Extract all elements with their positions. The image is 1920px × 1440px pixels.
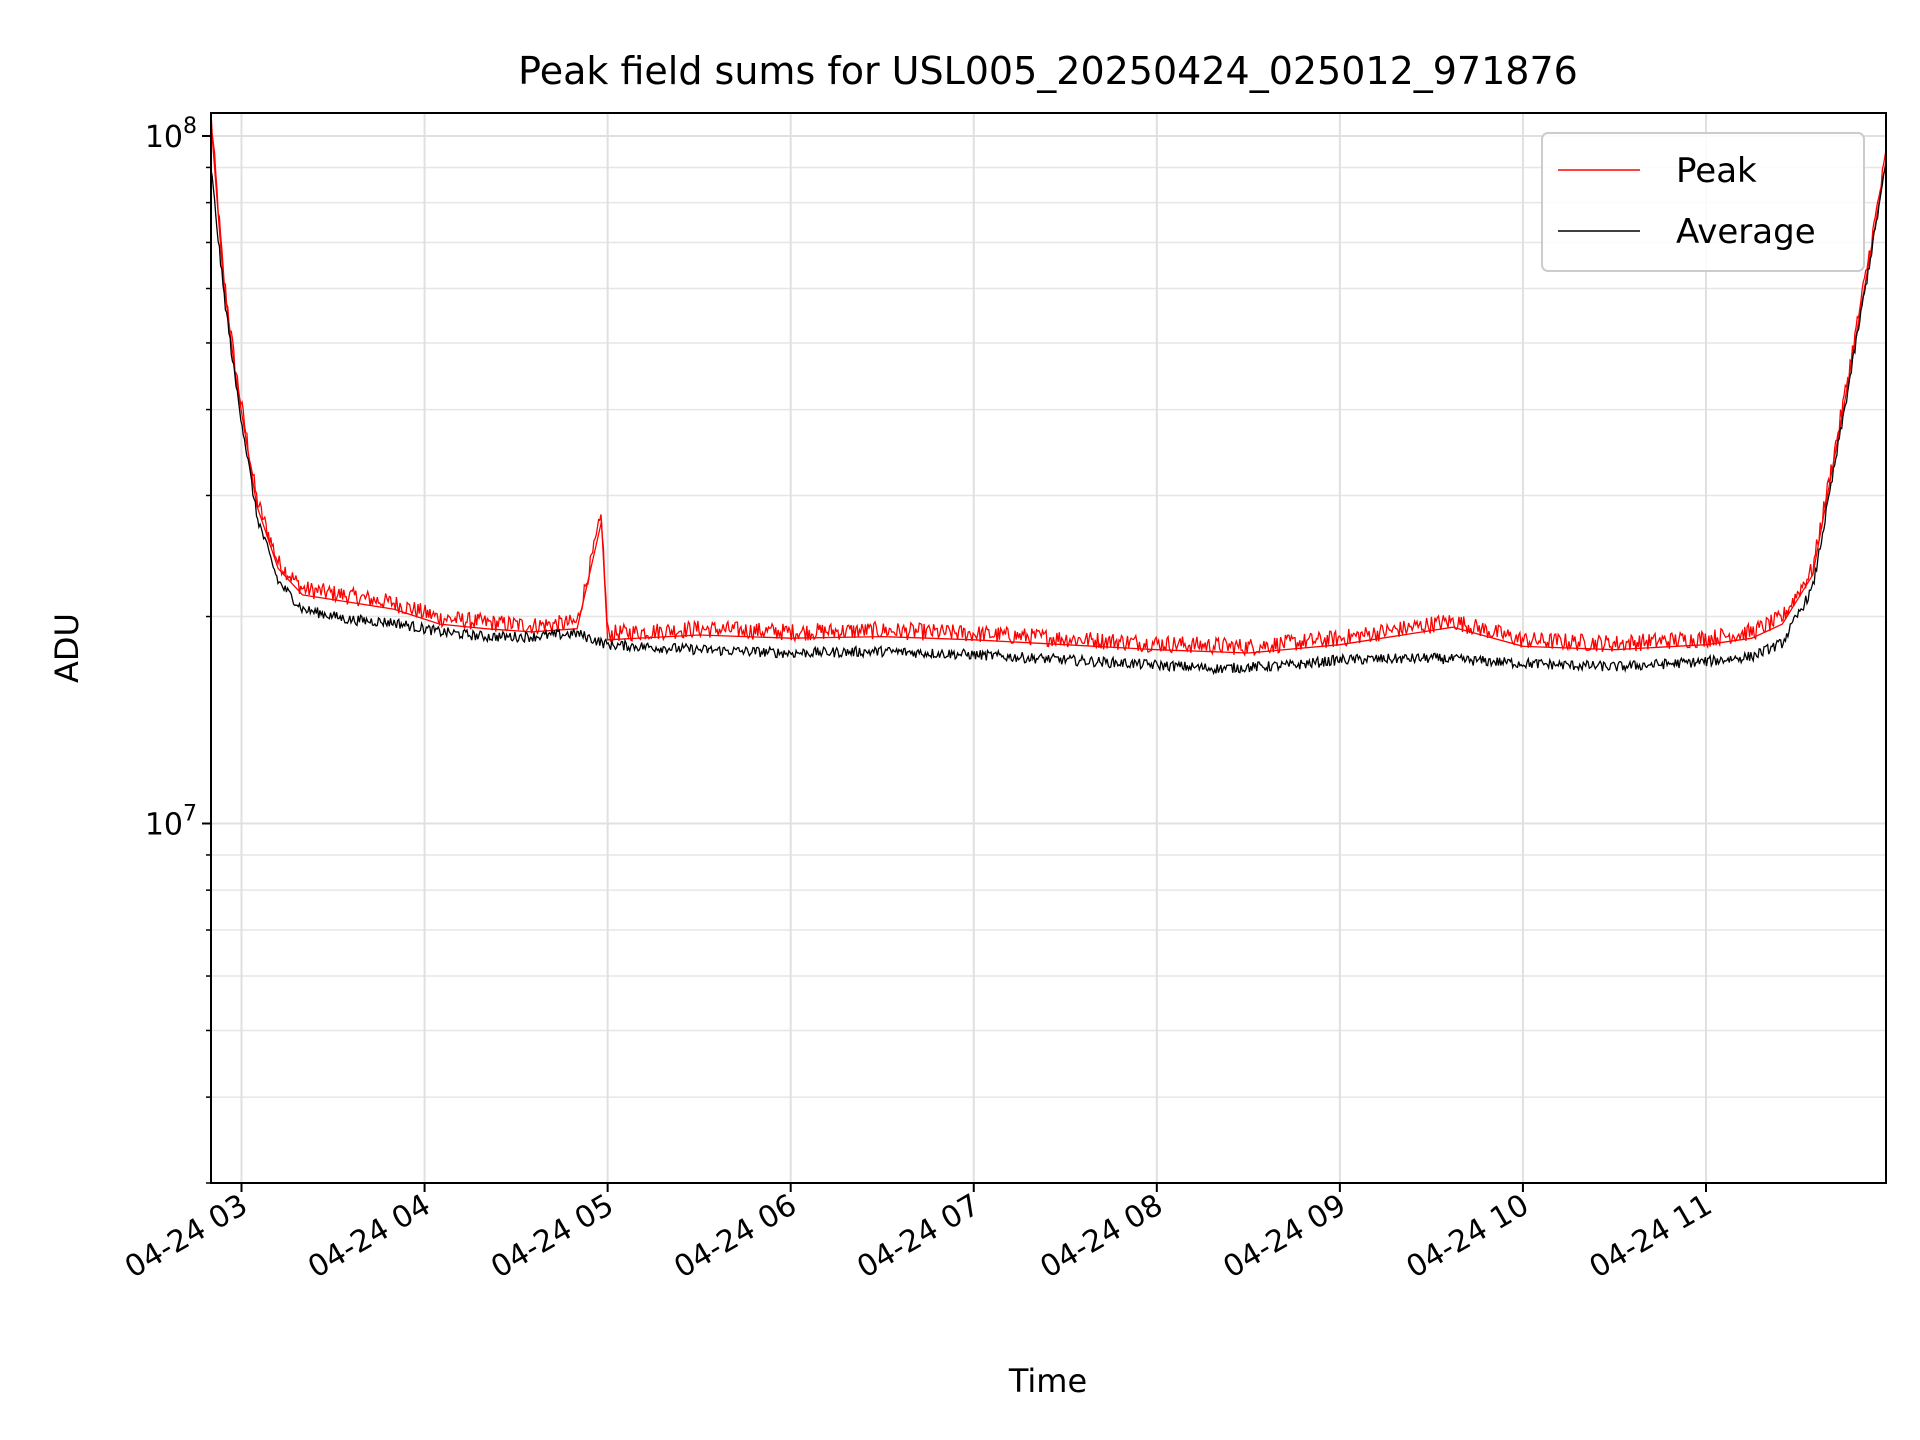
y-tick-exponent: 8 bbox=[183, 114, 197, 139]
series-layer bbox=[210, 112, 1887, 676]
chart-title: Peak field sums for USL005_20250424_0250… bbox=[518, 49, 1578, 93]
grid-layer bbox=[211, 113, 1886, 1184]
series-line-average bbox=[210, 164, 1887, 676]
plot-area-frame bbox=[210, 112, 1887, 1184]
legend-box bbox=[1541, 132, 1865, 272]
series-line-peak bbox=[210, 112, 1887, 658]
y-tick-label: 107 bbox=[145, 802, 197, 843]
y-tick-base: 10 bbox=[145, 120, 183, 155]
legend-label-peak: Peak bbox=[1676, 151, 1757, 191]
legend: Peak Average bbox=[1541, 132, 1865, 272]
legend-label-average: Average bbox=[1676, 212, 1816, 252]
series-line-peak-envelope bbox=[210, 121, 1887, 654]
y-axis-title: ADU bbox=[48, 613, 86, 683]
y-tick-exponent: 7 bbox=[183, 802, 197, 827]
y-tick-base: 10 bbox=[145, 808, 183, 843]
y-tick-label: 108 bbox=[145, 114, 197, 155]
x-axis-title: Time bbox=[1008, 1362, 1087, 1400]
